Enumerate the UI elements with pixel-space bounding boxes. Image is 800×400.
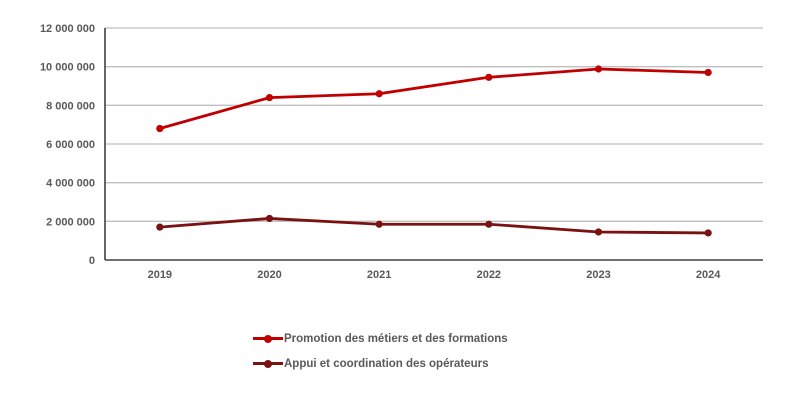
y-axis-tick-label: 4 000 000 (46, 178, 95, 190)
y-axis-tick-label: 6 000 000 (46, 139, 95, 151)
chart-legend: Promotion des métiers et des formations A… (253, 326, 508, 376)
data-point (594, 228, 603, 236)
legend-item: Appui et coordination des opérateurs (253, 351, 488, 376)
legend-item: Promotion des métiers et des formations (253, 326, 508, 351)
data-point (375, 90, 383, 98)
data-point (485, 220, 493, 228)
legend-label: Promotion des métiers et des formations (284, 332, 508, 345)
legend-label: Appui et coordination des opérateurs (284, 357, 489, 370)
x-axis-tick-label: 2021 (367, 269, 391, 281)
y-axis-tick-label: 8 000 000 (46, 100, 95, 112)
y-axis-tick-label: 12 000 000 (40, 23, 95, 35)
data-point (265, 94, 274, 102)
data-point (265, 214, 274, 223)
legend-marker-icon (253, 359, 283, 368)
y-axis-tick-label: 0 (89, 255, 95, 267)
y-axis-tick-label: 2 000 000 (46, 216, 95, 228)
x-axis-tick-label: 2022 (477, 269, 501, 281)
legend-marker-icon (253, 334, 283, 343)
y-axis-tick-label: 10 000 000 (40, 62, 95, 74)
series-line (158, 67, 710, 130)
series-line (158, 217, 710, 235)
x-axis-tick-label: 2023 (586, 269, 610, 281)
data-point (156, 124, 164, 133)
data-point (156, 223, 164, 231)
x-axis-tick-label: 2019 (148, 269, 172, 281)
data-point (594, 65, 603, 73)
x-axis-tick-label: 2020 (257, 269, 281, 281)
legend-dot-icon (264, 334, 272, 343)
x-axis-tick-label: 2024 (696, 269, 721, 281)
legend-dot-icon (264, 359, 272, 368)
data-point (704, 68, 712, 77)
data-point (704, 229, 712, 237)
data-point (375, 220, 383, 228)
data-point (485, 73, 493, 81)
